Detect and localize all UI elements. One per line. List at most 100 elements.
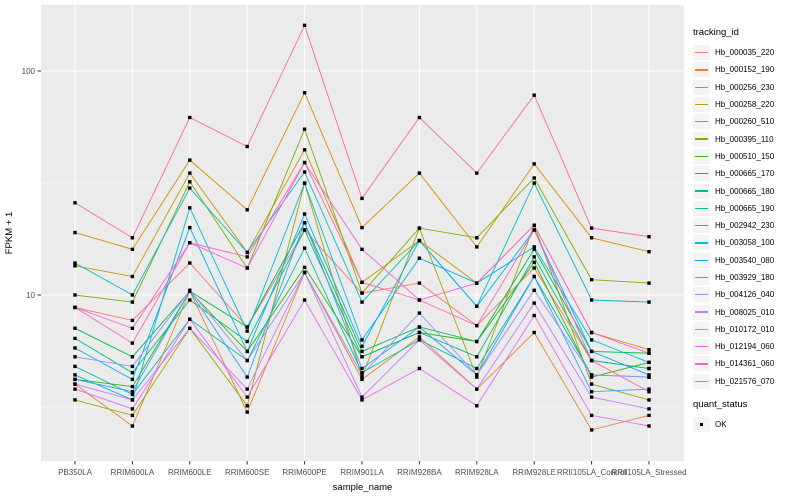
legend-item-Hb_000258_220: Hb_000258_220 bbox=[693, 96, 798, 113]
data-point-Hb_000152_190 bbox=[589, 428, 594, 432]
legend-item-Hb_000260_510: Hb_000260_510 bbox=[693, 113, 798, 130]
legend-title-quant-status: quant_status bbox=[693, 398, 748, 410]
data-point-Hb_010172_010 bbox=[417, 366, 422, 371]
data-point-Hb_000256_230 bbox=[475, 245, 479, 249]
data-point-Hb_012194_060 bbox=[245, 266, 249, 270]
data-point-Hb_000510_150 bbox=[532, 260, 536, 264]
legend-key-line-icon bbox=[693, 148, 710, 164]
data-point-Hb_000152_190 bbox=[532, 330, 536, 335]
legend-line-swatch bbox=[695, 346, 708, 348]
legend-item-label: Hb_003540_080 bbox=[715, 255, 775, 265]
x-tick-label: RRIM600LE bbox=[168, 468, 212, 477]
legend-item-Hb_000035_220: Hb_000035_220 bbox=[693, 44, 798, 61]
data-point-Hb_000395_110 bbox=[647, 281, 651, 285]
legend-key-line-icon bbox=[693, 79, 710, 95]
data-point-Hb_000258_220 bbox=[188, 171, 192, 175]
data-point-Hb_021576_070 bbox=[302, 23, 307, 27]
legend-item-label: Hb_012194_060 bbox=[715, 342, 775, 352]
data-point-Hb_000665_190 bbox=[130, 392, 135, 397]
data-point-Hb_021576_070 bbox=[475, 171, 479, 175]
x-tick-label: RRII105LA_Stressed bbox=[611, 468, 686, 477]
data-point-Hb_014361_060 bbox=[245, 255, 249, 259]
legend-item-Hb_014361_060: Hb_014361_060 bbox=[693, 355, 798, 372]
legend-item-label: Hb_004126_040 bbox=[715, 290, 775, 300]
legend-item-Hb_003058_100: Hb_003058_100 bbox=[693, 234, 798, 251]
legend: tracking_id Hb_000035_220 Hb_000152_190 Hb… bbox=[693, 27, 798, 433]
data-point-Hb_000260_510 bbox=[589, 382, 594, 386]
data-point-Hb_010172_010 bbox=[245, 395, 249, 399]
data-point-Hb_000260_510 bbox=[475, 375, 479, 379]
legend-item-Hb_010172_010: Hb_010172_010 bbox=[693, 321, 798, 338]
data-point-Hb_000152_190 bbox=[417, 335, 422, 339]
data-point-Hb_012194_060 bbox=[475, 281, 479, 285]
legend-line-swatch bbox=[695, 155, 708, 158]
data-point-Hb_004126_040 bbox=[475, 373, 479, 377]
data-point-Hb_004126_040 bbox=[188, 288, 192, 292]
data-point-Hb_021576_070 bbox=[647, 235, 651, 239]
legend-item-label: OK bbox=[715, 420, 727, 430]
data-point-Hb_000665_190 bbox=[302, 246, 307, 250]
legend-item-label: Hb_000665_170 bbox=[715, 169, 775, 179]
data-point-Hb_000256_230 bbox=[647, 250, 651, 254]
x-tick-label: RRIM600PE bbox=[282, 468, 326, 477]
data-point-Hb_010172_010 bbox=[73, 387, 77, 391]
x-tick-label: RRIM928LE bbox=[512, 468, 556, 477]
data-point-Hb_003058_100 bbox=[245, 329, 249, 333]
data-point-Hb_000395_110 bbox=[475, 236, 479, 240]
data-point-Hb_000665_180 bbox=[417, 330, 422, 335]
legend-line-swatch bbox=[695, 207, 708, 209]
y-tick-label: 10 bbox=[26, 291, 35, 300]
data-point-Hb_003540_080 bbox=[188, 225, 192, 230]
data-point-Hb_000035_220 bbox=[532, 266, 536, 270]
data-point-Hb_000395_110 bbox=[417, 226, 422, 230]
data-point-Hb_010172_010 bbox=[130, 407, 135, 411]
data-point-Hb_003929_180 bbox=[245, 375, 249, 379]
legend-item-Hb_012194_060: Hb_012194_060 bbox=[693, 338, 798, 355]
data-point-Hb_000665_180 bbox=[245, 339, 249, 344]
data-point-Hb_012194_060 bbox=[532, 223, 536, 227]
data-point-Hb_010172_010 bbox=[302, 298, 307, 302]
data-point-Hb_003540_080 bbox=[589, 349, 594, 354]
data-point-Hb_010172_010 bbox=[360, 398, 364, 402]
data-point-Hb_014361_060 bbox=[647, 390, 651, 394]
x-tick-label: RRIM928LA bbox=[455, 468, 499, 477]
data-point-Hb_000665_180 bbox=[188, 298, 192, 302]
data-point-Hb_000510_150 bbox=[302, 265, 307, 269]
data-point-Hb_003058_100 bbox=[302, 181, 307, 185]
legend-line-swatch bbox=[695, 173, 708, 175]
data-point-Hb_008025_010 bbox=[475, 387, 479, 391]
data-point-Hb_003540_080 bbox=[130, 377, 135, 382]
data-point-Hb_004126_040 bbox=[245, 358, 249, 363]
data-point-Hb_010172_010 bbox=[532, 313, 536, 318]
legend-key-line-icon bbox=[693, 97, 710, 113]
legend-line-swatch bbox=[695, 363, 708, 365]
data-point-Hb_000256_230 bbox=[417, 171, 422, 175]
data-point-Hb_000665_180 bbox=[130, 371, 135, 375]
data-point-Hb_000035_220 bbox=[188, 261, 192, 265]
data-point-Hb_003929_180 bbox=[130, 390, 135, 394]
legend-item-Hb_000256_230: Hb_000256_230 bbox=[693, 79, 798, 96]
data-point-Hb_012194_060 bbox=[647, 351, 651, 355]
data-point-Hb_004126_040 bbox=[417, 311, 422, 315]
data-point-Hb_000395_110 bbox=[360, 291, 364, 295]
legend-item-Hb_008025_010: Hb_008025_010 bbox=[693, 303, 798, 320]
data-point-Hb_003058_100 bbox=[532, 245, 536, 249]
data-point-Hb_000665_180 bbox=[360, 355, 364, 359]
legend-item-label: Hb_000152_190 bbox=[715, 65, 775, 75]
data-point-Hb_021576_070 bbox=[130, 236, 135, 240]
data-point-Hb_000152_190 bbox=[130, 424, 135, 428]
data-point-Hb_000665_180 bbox=[302, 228, 307, 232]
data-point-Hb_021576_070 bbox=[245, 144, 249, 149]
data-point-Hb_004126_040 bbox=[130, 364, 135, 369]
legend-item-Hb_000395_110: Hb_000395_110 bbox=[693, 130, 798, 147]
data-point-Hb_021576_070 bbox=[532, 93, 536, 97]
data-point-Hb_003540_080 bbox=[360, 344, 364, 348]
legend-item-Hb_004126_040: Hb_004126_040 bbox=[693, 286, 798, 303]
data-point-Hb_000665_170 bbox=[245, 325, 249, 329]
data-point-Hb_002942_230 bbox=[647, 300, 651, 304]
x-tick-label: RRII105LA_Control bbox=[557, 468, 627, 477]
legend-line-swatch bbox=[695, 138, 708, 140]
data-point-Hb_014361_060 bbox=[532, 228, 536, 232]
x-tick-label: RRIM901LA bbox=[340, 468, 384, 477]
